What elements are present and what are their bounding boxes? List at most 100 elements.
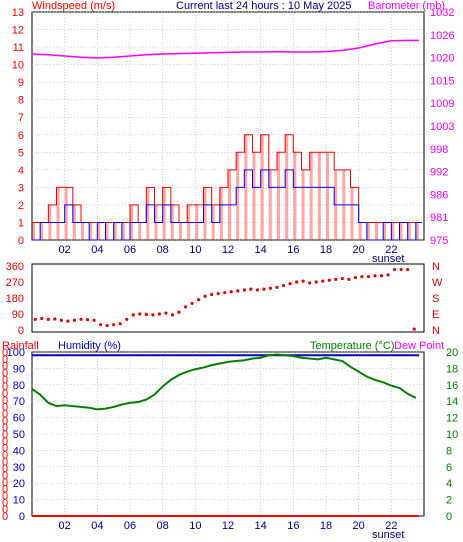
direction-point	[138, 312, 142, 316]
rainfall-tick-label: 0	[2, 497, 8, 509]
direction-point	[353, 275, 357, 280]
wind-gust-bar	[317, 152, 321, 240]
wind-gust-bar	[293, 152, 297, 240]
direction-point	[347, 277, 351, 281]
wind-gust-bar	[219, 187, 223, 240]
direction-point	[321, 279, 325, 283]
wind-x-tick-label: 16	[287, 244, 299, 256]
direction-point	[406, 267, 410, 272]
barometer-tick-label: 986	[430, 189, 448, 201]
rainfall-tick-label: 0	[2, 429, 8, 441]
rainfall-tick-label: 0	[2, 415, 8, 427]
wind-tick-label: 1	[18, 217, 24, 229]
rainfall-tick-label: 0	[2, 450, 8, 462]
direction-point	[99, 323, 103, 327]
direction-point	[281, 283, 286, 288]
temperature-tick-label: 18	[446, 363, 458, 375]
direction-point	[242, 288, 246, 292]
temp-x-tick-label: 14	[255, 520, 267, 532]
wind-x-tick-label: 10	[189, 244, 201, 256]
humidity-tick-label: 60	[13, 413, 25, 425]
wind-gust-bar	[121, 222, 125, 240]
wind-tick-label: 4	[18, 165, 24, 177]
wind-tick-label: 11	[13, 42, 24, 54]
wind-tick-label: 13	[12, 7, 24, 19]
direction-point	[190, 301, 194, 305]
axis-layer: 0123456789101112139759819869929981003100…	[2, 7, 458, 532]
direction-point	[223, 291, 227, 295]
wind-gust-bar	[260, 134, 264, 240]
barometer-tick-label: 981	[430, 212, 448, 224]
direction-point	[216, 291, 220, 296]
direction-tick-label: 180	[6, 293, 24, 305]
wind-tick-label: 8	[18, 95, 24, 107]
temperature-tick-label: 20	[446, 347, 458, 359]
direction-tick-label: 0	[18, 325, 24, 337]
direction-point	[79, 317, 83, 321]
compass-tick-label: S	[432, 293, 439, 305]
temperature-tick-label: 12	[446, 413, 458, 425]
wind-gust-bar	[350, 187, 354, 240]
direction-point	[157, 312, 161, 316]
direction-point	[393, 267, 397, 272]
direction-point	[53, 317, 57, 321]
rainfall-tick-label: 0	[2, 491, 8, 503]
wind-tick-label: 12	[12, 25, 24, 37]
temperature-tick-label: 14	[446, 396, 458, 408]
direction-point	[295, 280, 299, 284]
sunset-label-bottom: sunset	[372, 529, 404, 541]
direction-point	[33, 317, 37, 321]
wind-x-tick-label: 22	[385, 244, 397, 256]
temp-x-tick-label: 06	[124, 520, 136, 532]
direction-tick-label: 360	[6, 261, 24, 273]
temperature-tick-label: 6	[446, 462, 452, 474]
direction-point	[183, 305, 188, 309]
temperature-tick-label: 8	[446, 445, 452, 457]
wind-x-tick-label: 12	[222, 244, 234, 256]
direction-point	[131, 313, 135, 317]
humidity-tick-label: 70	[13, 396, 25, 408]
wind-gust-bar	[326, 152, 329, 240]
direction-point	[340, 276, 344, 281]
wind-gust-bar	[89, 222, 93, 240]
direction-point	[164, 311, 168, 315]
direction-tick-label: 90	[12, 309, 24, 321]
rainfall-tick-label: 0	[2, 354, 8, 366]
wind-gust-bar	[40, 222, 44, 240]
wind-gust-line	[32, 134, 422, 223]
rainfall-tick-label: 0	[2, 388, 8, 400]
wind-gust-bar	[32, 222, 35, 240]
compass-tick-label: W	[432, 277, 443, 289]
wind-x-tick-label: 02	[59, 244, 71, 256]
humidity-tick-label: 0	[19, 511, 25, 523]
direction-point	[229, 290, 233, 294]
direction-point	[327, 278, 331, 282]
temperature-tick-label: 16	[446, 380, 458, 392]
wind-gust-bar	[277, 152, 280, 240]
rainfall-tick-label: 0	[2, 381, 8, 393]
temp-x-tick-label: 10	[189, 520, 201, 532]
direction-point	[360, 275, 364, 279]
rainfall-tick-label: 0	[2, 409, 8, 421]
temperature-axis-title: Temperature (°C)	[310, 340, 394, 352]
wind-gust-bar	[64, 187, 68, 240]
wind-gust-bar	[179, 222, 182, 240]
wind-gust-bar	[56, 187, 60, 240]
direction-point	[151, 313, 155, 317]
rainfall-tick-label: 0	[2, 436, 8, 448]
wind-tick-label: 6	[18, 130, 24, 142]
temperature-line	[31, 353, 417, 411]
direction-point	[301, 279, 305, 283]
temperature-tick-label: 2	[446, 495, 452, 507]
temp-x-tick-label: 16	[287, 520, 299, 532]
wind-gust-bar	[97, 222, 101, 240]
direction-point	[268, 286, 273, 290]
wind-gust-bar	[81, 222, 84, 240]
series-layer	[31, 39, 422, 517]
temp-x-tick-label: 12	[222, 520, 234, 532]
temp-x-tick-label: 20	[353, 520, 365, 532]
wind-x-tick-label: 04	[91, 244, 103, 256]
direction-point	[118, 322, 122, 326]
wind-tick-label: 9	[18, 77, 24, 89]
compass-tick-label: N	[432, 261, 440, 273]
